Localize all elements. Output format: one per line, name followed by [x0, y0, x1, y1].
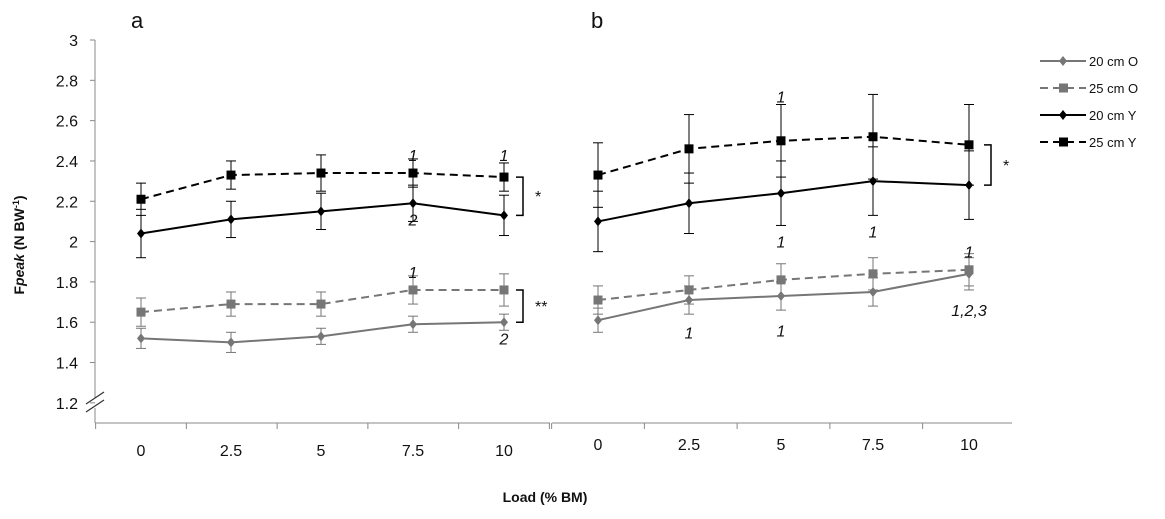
annotation: 1 — [777, 235, 786, 252]
data-point — [776, 275, 786, 285]
y-tick-label: 2.4 — [56, 154, 78, 171]
significance-bracket — [516, 289, 524, 323]
x-tick-label: 5 — [777, 437, 786, 454]
significance-marker: * — [535, 189, 541, 206]
data-point — [226, 299, 236, 309]
data-point — [408, 168, 418, 178]
annotation: 1 — [777, 89, 786, 106]
data-point — [409, 198, 417, 209]
significance-bracket — [516, 176, 524, 217]
legend-label: 20 cm O — [1089, 54, 1138, 69]
data-point — [136, 307, 146, 317]
y-tick-label: 3 — [69, 33, 78, 50]
data-point — [499, 285, 509, 295]
panel-label: a — [131, 8, 144, 33]
data-point — [964, 265, 974, 275]
data-point — [227, 214, 235, 225]
annotation: 2 — [499, 331, 509, 348]
legend: 20 cm O 25 cm O 20 cm Y 25 cm Y — [1040, 54, 1138, 150]
data-point — [593, 295, 603, 305]
data-point — [137, 333, 145, 344]
legend-swatch-marker — [1059, 137, 1068, 147]
legend-swatch-marker — [1059, 56, 1067, 66]
data-point — [868, 269, 878, 279]
data-point — [316, 299, 326, 309]
data-point — [593, 170, 603, 180]
annotation: 1 — [777, 323, 786, 340]
annotation: 2 — [408, 212, 418, 229]
series-line — [140, 202, 505, 235]
annotation: 1 — [869, 225, 878, 242]
y-tick-label: 2 — [69, 235, 78, 252]
data-point — [409, 319, 417, 330]
data-point — [316, 168, 326, 178]
y-tick-label: 2.6 — [56, 114, 78, 131]
series-line — [140, 288, 504, 314]
x-tick-label: 10 — [495, 443, 513, 460]
annotation: 1 — [409, 265, 418, 282]
x-tick-label: 5 — [317, 443, 326, 460]
x-tick-label: 2.5 — [220, 443, 242, 460]
data-point — [317, 331, 325, 342]
data-point — [684, 144, 694, 154]
legend-label: 25 cm Y — [1089, 135, 1137, 150]
y-tick-label: 1.8 — [56, 275, 78, 292]
data-point — [226, 170, 236, 180]
legend-item: 25 cm O — [1040, 81, 1138, 96]
data-point — [408, 285, 418, 295]
legend-label: 20 cm Y — [1089, 108, 1137, 123]
panel-label: b — [591, 8, 603, 33]
annotation: 1 — [409, 148, 418, 165]
significance-bracket — [984, 144, 992, 186]
legend-item: 20 cm O — [1040, 54, 1138, 69]
y-tick-label: 2.8 — [56, 73, 78, 90]
data-point — [500, 210, 508, 221]
data-point — [868, 132, 878, 142]
data-point — [594, 315, 602, 326]
axis-break-mark — [85, 391, 105, 405]
x-tick-label: 0 — [137, 443, 146, 460]
legend-swatch-marker — [1059, 83, 1068, 93]
y-tick-label: 1.6 — [56, 315, 78, 332]
x-axis-label: Load (% BM) — [503, 489, 588, 505]
legend-item: 20 cm Y — [1040, 108, 1137, 123]
y-tick-label: 1.4 — [56, 356, 78, 373]
x-tick-label: 2.5 — [678, 437, 700, 454]
axis-break-mark — [85, 399, 105, 413]
series-line — [597, 180, 970, 223]
legend-swatch-marker — [1059, 110, 1067, 120]
significance-marker: ** — [535, 299, 547, 316]
y-tick-label: 2.2 — [56, 194, 78, 211]
legend-label: 25 cm O — [1089, 81, 1138, 96]
annotation: 1 — [685, 325, 694, 342]
data-point — [500, 317, 508, 328]
annotation: 1 — [965, 245, 974, 262]
data-point — [317, 206, 325, 217]
data-point — [227, 337, 235, 348]
data-point — [684, 285, 694, 295]
annotation: 1,2,3 — [951, 303, 987, 320]
data-point — [137, 228, 145, 239]
x-tick-label: 10 — [960, 437, 978, 454]
data-point — [777, 188, 785, 199]
x-tick-label: 0 — [594, 437, 603, 454]
data-point — [964, 140, 974, 150]
y-axis-label: Fpeak (N BW-1) — [11, 195, 27, 294]
data-point — [499, 172, 509, 182]
data-point — [594, 216, 602, 227]
legend-item: 25 cm Y — [1040, 135, 1137, 150]
x-tick-label: 7.5 — [402, 443, 424, 460]
x-tick-label: 7.5 — [862, 437, 884, 454]
data-point — [776, 136, 786, 146]
annotation: 1 — [500, 148, 509, 165]
data-point — [136, 194, 146, 204]
significance-marker: * — [1003, 158, 1009, 175]
panel-b: b 1 1 1 1 1 1 1,2,3 * — [591, 8, 1009, 342]
y-tick-label: 1.2 — [56, 396, 78, 413]
data-point — [685, 198, 693, 209]
